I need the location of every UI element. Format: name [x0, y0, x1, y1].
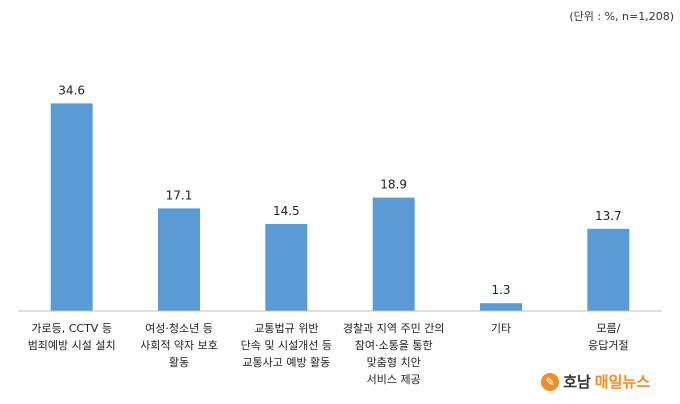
category-label-5-line-1: 기타 — [491, 322, 511, 335]
value-label-4: 18.9 — [380, 178, 407, 192]
watermark-text-part1: 호남 — [563, 373, 591, 391]
bar-2 — [158, 208, 200, 311]
category-label-4-line-2: 참여·소통을 통한 — [355, 339, 433, 352]
value-label-3: 14.5 — [273, 204, 300, 218]
bar-6 — [587, 228, 630, 311]
watermark-text-part2: 매일뉴스 — [594, 373, 650, 391]
category-label-6-line-2: 응답거절 — [588, 339, 628, 352]
category-label-3-line-2: 단속 및 시설개선 등 — [241, 339, 332, 352]
category-label-6-line-1: 모름/ — [596, 322, 620, 335]
newspaper-logo-icon: ✎ — [541, 372, 560, 391]
value-label-6: 13.7 — [595, 209, 622, 223]
bar-1 — [50, 103, 93, 312]
value-label-2: 17.1 — [166, 188, 193, 202]
category-label-2-line-2: 사회적 약자 보호 — [140, 338, 218, 352]
category-label-1-line-2: 범죄예방 시설 설치 — [28, 339, 116, 352]
unit-note: (단위 : %, n=1,208) — [569, 10, 674, 23]
watermark: ✎ 호남 매일뉴스 — [541, 371, 650, 392]
value-label-5: 1.3 — [491, 283, 510, 297]
category-label-4-line-1: 경찰과 지역 주민 간의 — [343, 322, 445, 335]
bar-5 — [480, 303, 522, 311]
category-label-3-line-1: 교통법규 위반 — [254, 322, 318, 335]
bar-4 — [372, 197, 415, 311]
category-label-3-line-3: 교통사고 예방 활동 — [242, 355, 330, 369]
value-labels-group: 34.6 17.1 14.5 18.9 1.3 13.7 — [58, 83, 621, 297]
category-label-2-line-3: 활동 — [169, 355, 189, 369]
value-label-1: 34.6 — [58, 83, 85, 97]
bars-group — [50, 103, 630, 312]
category-label-2-line-1: 여성·청소년 등 — [145, 322, 213, 335]
category-label-4-line-3: 맞춤형 치안 — [367, 356, 421, 369]
category-label-1-line-1: 가로등, CCTV 등 — [31, 322, 112, 335]
bar-3 — [265, 224, 308, 311]
category-label-4-line-4: 서비스 제공 — [367, 373, 421, 386]
